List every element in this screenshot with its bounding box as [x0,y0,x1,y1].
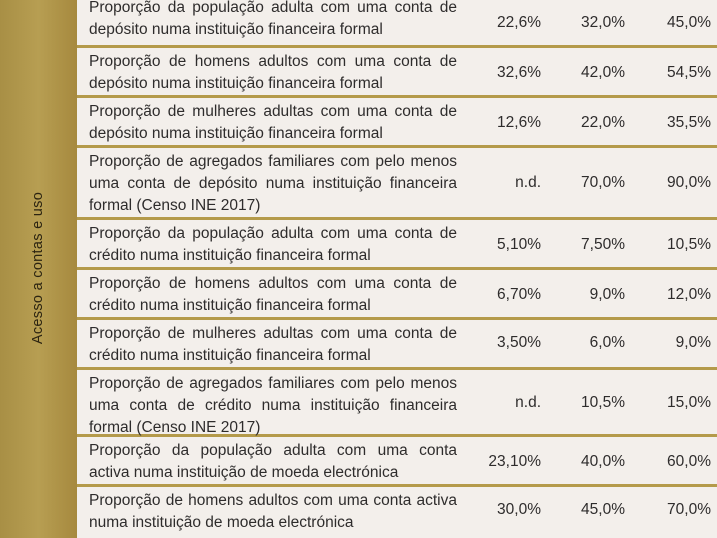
value-target-mid: 45,0% [581,501,625,518]
row-description: Proporção de mulheres adultas com uma co… [89,103,457,142]
table-row: Proporção de homens adultos com uma cont… [77,487,717,538]
row-description: Proporção de homens adultos com uma cont… [89,275,457,314]
value-target-mid: 70,0% [581,174,625,191]
value-target-final: 70,0% [667,501,711,518]
value-baseline: 23,10% [488,453,541,470]
table-row: Proporção da população adulta com uma co… [77,437,717,487]
value-target-final: 90,0% [667,174,711,191]
table-row: Proporção de homens adultos com uma cont… [77,48,717,98]
row-description: Proporção da população adulta com uma co… [89,0,457,38]
value-target-final: 54,5% [667,64,711,81]
section-label: Acesso a contas e uso [30,191,46,345]
value-target-mid: 6,0% [589,334,625,351]
table-row: Proporção da população adulta com uma co… [77,220,717,270]
row-description: Proporção de homens adultos com uma cont… [89,492,457,531]
table-row: Proporção de agregados familiares com pe… [77,370,717,437]
value-target-mid: 40,0% [581,453,625,470]
row-description: Proporção de homens adultos com uma cont… [89,53,457,92]
table-row: Proporção de mulheres adultas com uma co… [77,98,717,148]
value-target-mid: 42,0% [581,64,625,81]
table-row: Proporção de homens adultos com uma cont… [77,270,717,320]
table-row: Proporção da população adulta com uma co… [77,0,717,48]
value-baseline: n.d. [515,174,541,191]
value-baseline: n.d. [515,394,541,411]
value-baseline: 12,6% [497,114,541,131]
value-target-final: 12,0% [667,286,711,303]
value-target-mid: 32,0% [581,14,625,31]
value-target-final: 35,5% [667,114,711,131]
value-target-final: 10,5% [667,236,711,253]
value-baseline: 6,70% [497,286,541,303]
row-description: Proporção da população adulta com uma co… [89,442,457,481]
row-description: Proporção de agregados familiares com pe… [89,375,457,436]
row-description: Proporção de agregados familiares com pe… [89,153,457,214]
value-baseline: 5,10% [497,236,541,253]
value-target-mid: 7,50% [581,236,625,253]
value-target-final: 15,0% [667,394,711,411]
row-description: Proporção de mulheres adultas com uma co… [89,325,457,364]
value-baseline: 22,6% [497,14,541,31]
value-target-mid: 22,0% [581,114,625,131]
section-sidebar: Acesso a contas e uso [0,0,77,538]
value-target-final: 60,0% [667,453,711,470]
row-description: Proporção da população adulta com uma co… [89,225,457,264]
value-target-final: 45,0% [667,14,711,31]
table-row: Proporção de agregados familiares com pe… [77,148,717,220]
indicators-table: Proporção da população adulta com uma co… [77,0,717,538]
value-target-mid: 10,5% [581,394,625,411]
value-baseline: 32,6% [497,64,541,81]
table-row: Proporção de mulheres adultas com uma co… [77,320,717,370]
value-target-final: 9,0% [675,334,711,351]
value-target-mid: 9,0% [589,286,625,303]
value-baseline: 3,50% [497,334,541,351]
value-baseline: 30,0% [497,501,541,518]
